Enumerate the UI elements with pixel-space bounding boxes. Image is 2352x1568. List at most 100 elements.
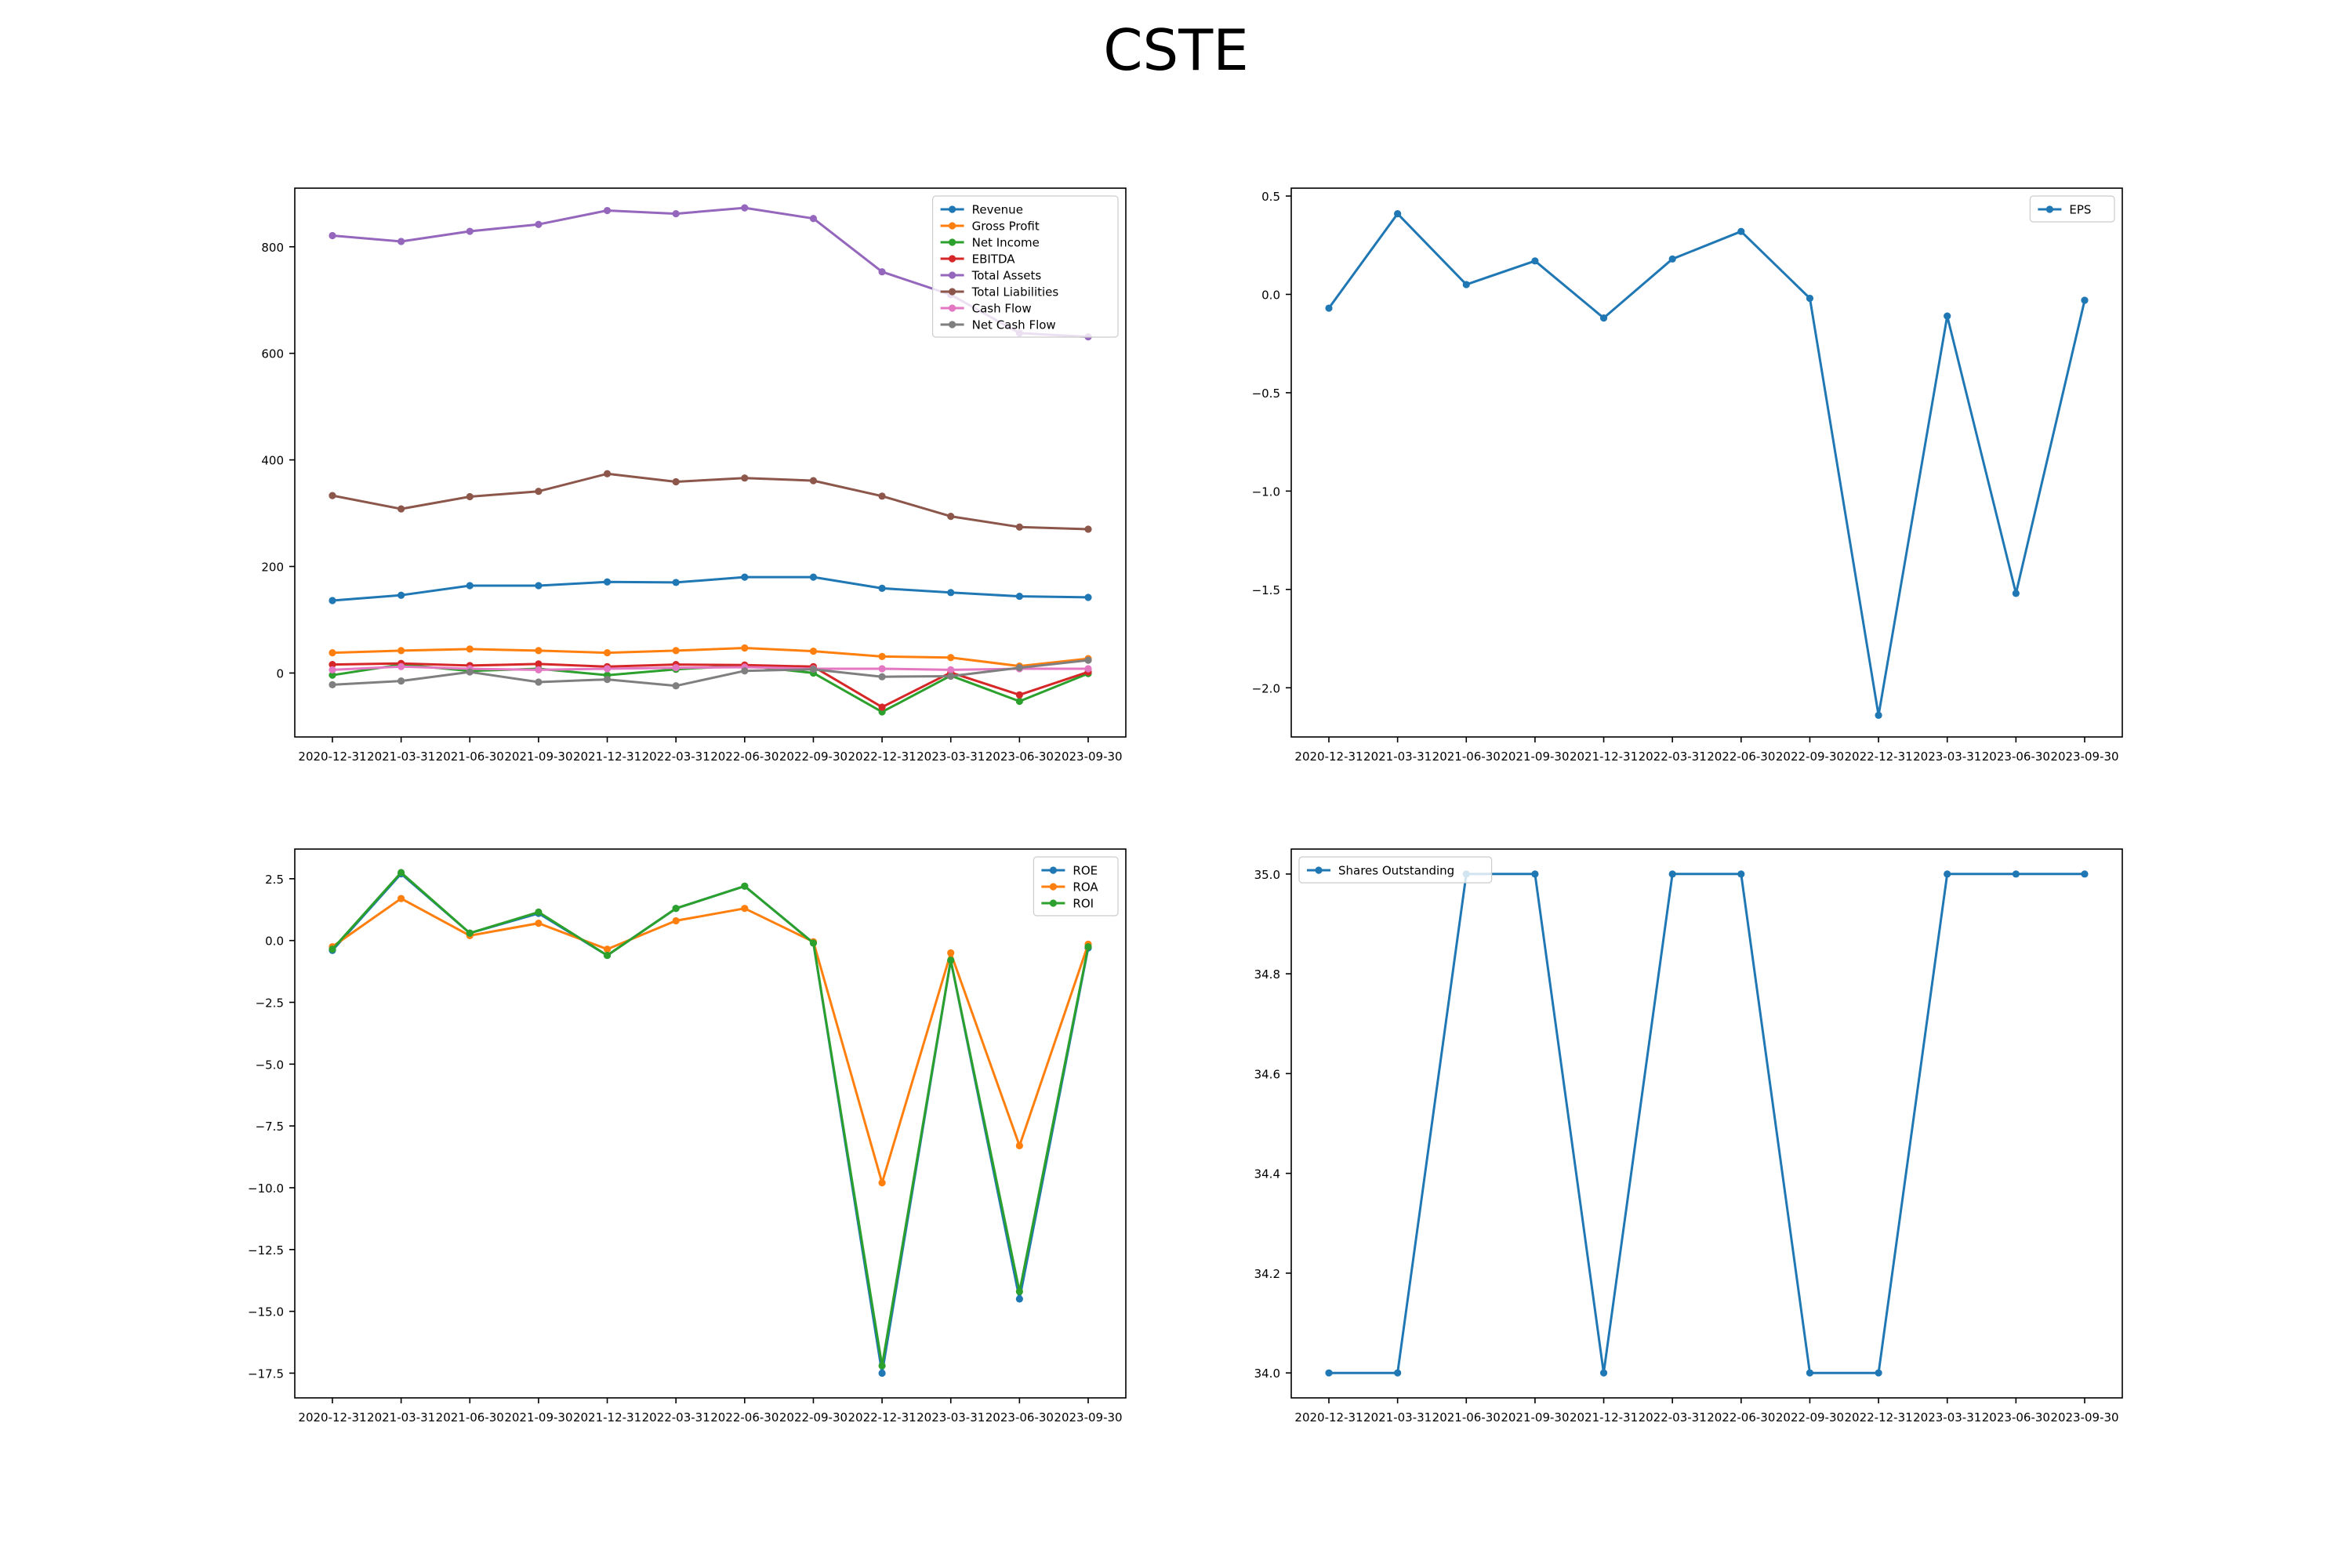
x-tick-label: 2022-03-31 [642,750,710,764]
data-point [397,662,405,670]
data-point [328,681,336,688]
x-tick-label: 2022-12-31 [1844,750,1912,764]
data-point [1015,1295,1023,1303]
data-point [672,647,680,655]
data-point [1737,227,1745,235]
x-tick-label: 2023-06-30 [1982,1410,2050,1425]
legend: EPS [2029,195,2115,223]
data-point [947,589,955,597]
x-tick-label: 2022-12-31 [1844,1410,1912,1425]
y-tick-label: −17.5 [248,1367,284,1381]
data-point [1084,593,1092,601]
data-point [947,672,955,681]
y-tick-label: 34.4 [1254,1167,1280,1181]
data-point [878,703,886,711]
legend: ROE ROA ROI [1033,856,1119,916]
data-point [328,666,336,673]
y-tick-label: 34.8 [1254,967,1280,982]
data-point [878,1362,886,1370]
y-tick-label: −15.0 [248,1305,284,1319]
legend-label: Gross Profit [972,220,1040,234]
legend: Revenue Gross Profit Net Income EBITDA Total… [931,195,1119,338]
series-line-revenue [332,575,1089,602]
x-tick-label: 2021-03-31 [1363,1410,1432,1425]
data-point [741,905,749,913]
data-point [1084,665,1092,673]
data-point [1084,656,1092,664]
data-point [672,664,680,672]
figure-title: CSTE [1103,17,1249,83]
data-point [603,470,612,477]
legend-label: Net Income [972,236,1040,250]
data-point [741,667,749,675]
y-tick-label: 0.0 [265,935,284,949]
data-point [878,665,886,673]
data-point [672,916,680,925]
x-tick-label: 2020-12-31 [1294,1410,1363,1425]
x-tick-label: 2022-09-30 [1776,1410,1844,1425]
series-line-eps [1327,212,2086,717]
data-point [1394,1369,1402,1377]
x-tick-label: 2021-06-30 [1432,750,1501,764]
x-tick-label: 2021-12-31 [573,750,641,764]
series-line-net-cash-flow [332,659,1089,688]
data-point [809,477,818,485]
data-point [947,956,955,964]
x-tick-label: 2022-03-31 [642,1410,710,1425]
legend-marker [1315,866,1323,874]
x-tick-label: 2022-12-31 [848,1410,916,1425]
data-point [535,220,543,228]
x-tick-label: 2022-06-30 [710,1410,779,1425]
chart-1: 0 200 400 600 800 2020-12-31 2021-03-31 2021-06… [261,187,1127,764]
data-point [1015,523,1023,531]
x-tick-label: 2022-12-31 [848,750,916,764]
series-line-shares-outstanding [1329,873,2085,1374]
x-tick-label: 2022-09-30 [779,750,848,764]
x-tick-label: 2023-09-30 [2050,1410,2118,1425]
data-point [809,647,818,655]
chart-2: 0.5 0.0 −0.5 −1.0 −1.5 −2.0 2020-12-31 2021-03-… [1252,187,2123,764]
plot-frame [1290,848,2123,1399]
x-tick-label: 2020-12-31 [298,750,366,764]
x-tick-label: 2023-09-30 [2050,750,2118,764]
data-point [328,231,336,240]
x-tick-label: 2023-06-30 [1982,750,2050,764]
plot-frame [294,848,1127,1399]
data-point [672,210,680,218]
data-point [741,882,749,890]
data-point [328,492,336,499]
x-tick-label: 2023-06-30 [985,750,1054,764]
legend-marker [949,271,956,279]
x-tick-label: 2022-06-30 [1707,1410,1775,1425]
data-point [603,665,612,673]
data-point [1015,691,1023,699]
x-tick-label: 2021-12-31 [1570,750,1638,764]
data-point [1806,1369,1814,1377]
series-line-cash-flow [332,665,1088,671]
legend-label: Total Liabilities [971,285,1059,299]
data-point [535,647,543,655]
legend-marker [1049,899,1057,907]
data-point [741,644,749,652]
data-point [1531,257,1539,265]
legend-marker [949,304,956,312]
data-point [466,929,474,937]
x-tick-label: 2023-09-30 [1054,1410,1122,1425]
x-tick-label: 2021-12-31 [573,1410,641,1425]
data-point [741,573,749,581]
data-point [1015,1287,1023,1296]
data-point [741,474,749,482]
data-point [878,652,886,660]
x-tick-label: 2021-06-30 [436,750,504,764]
legend-label: Shares Outstanding [1338,864,1454,878]
data-point [809,666,818,673]
data-point [672,682,680,690]
legend-marker [949,288,956,296]
data-point [1668,255,1676,263]
legend: Shares Outstanding [1298,856,1493,884]
y-tick-label: −5.0 [256,1058,284,1072]
data-point [947,666,955,673]
data-point [535,919,543,927]
